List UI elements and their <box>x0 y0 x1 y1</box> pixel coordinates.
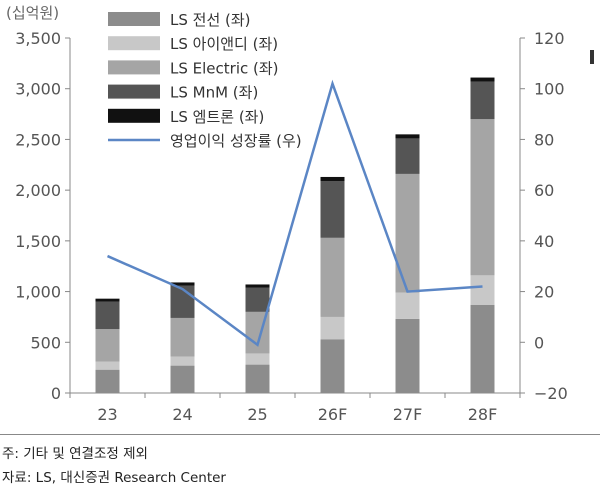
left-tick-label: 500 <box>30 333 61 352</box>
legend-swatch-5 <box>108 108 160 123</box>
bar-segment-27F-series-5 <box>395 134 420 139</box>
right-tick-label: 120 <box>534 29 565 48</box>
legend-label-3: LS Electric (좌) <box>170 59 279 77</box>
growth-line <box>106 79 483 347</box>
bar-segment-26F-series-2 <box>320 316 345 340</box>
x-tick-label: 23 <box>97 405 117 424</box>
legend-swatch-3 <box>108 60 160 75</box>
bar-segment-23-series-5 <box>95 298 120 302</box>
x-tick-label: 26F <box>318 405 348 424</box>
right-tick-label: 40 <box>534 232 554 251</box>
legend-label-4: LS MnM (좌) <box>170 84 258 102</box>
left-tick-label: 3,000 <box>15 80 61 99</box>
bar-segment-25-series-4 <box>245 287 270 312</box>
legend-label-line: 영업이익 성장률 (우) <box>170 132 302 150</box>
bar-segment-24-series-3 <box>170 317 195 357</box>
x-tick-label: 28F <box>468 405 498 424</box>
x-tick-label: 25 <box>247 405 267 424</box>
left-tick-label: 2,000 <box>15 181 61 200</box>
source-note: 자료: LS, 대신증권 Research Center <box>2 470 226 486</box>
left-tick-label: 3,500 <box>15 29 61 48</box>
bar-segment-26F-series-4 <box>320 181 345 238</box>
bar-segment-28F-series-2 <box>470 275 495 305</box>
bar-segment-27F-series-1 <box>395 318 420 393</box>
legend-swatch-4 <box>108 84 160 99</box>
legend-label-5: LS 엠트론 (좌) <box>170 108 264 126</box>
bar-segment-25-series-5 <box>245 284 270 288</box>
bar-segment-26F-series-5 <box>320 176 345 182</box>
bar-segment-24-series-1 <box>170 365 195 393</box>
left-tick-label: 2,500 <box>15 130 61 149</box>
bar-segment-25-series-2 <box>245 353 270 365</box>
right-tick-label: −20 <box>534 384 568 403</box>
bar-segment-27F-series-4 <box>395 138 420 174</box>
bar-segment-28F-series-4 <box>470 81 495 120</box>
bar-segment-24-series-4 <box>170 285 195 318</box>
bar-segment-28F-series-5 <box>470 77 495 82</box>
x-tick-label: 24 <box>172 405 192 424</box>
bar-segment-28F-series-1 <box>470 304 495 393</box>
bar-segment-26F-series-3 <box>320 237 345 317</box>
bar-segment-23-series-3 <box>95 329 120 362</box>
left-tick-label: 0 <box>51 384 61 403</box>
right-tick-label: 60 <box>534 181 554 200</box>
bar-segment-23-series-4 <box>95 301 120 330</box>
bar-segment-26F-series-1 <box>320 339 345 393</box>
bar-segment-24-series-5 <box>170 282 195 286</box>
x-tick-label: 27F <box>393 405 423 424</box>
legend-label-1: LS 전선 (좌) <box>170 11 251 29</box>
edge-mark <box>590 50 594 64</box>
growth-rate-line <box>106 79 483 347</box>
legend: LS 전선 (좌) LS 아이앤디 (좌) LS Electric (좌) LS Mn… <box>108 11 302 150</box>
footnote: 주: 기타 및 연결조정 제외 <box>2 446 148 462</box>
bars <box>95 77 495 393</box>
left-tick-label: 1,500 <box>15 232 61 251</box>
legend-label-2: LS 아이앤디 (좌) <box>170 35 278 53</box>
bar-segment-23-series-1 <box>95 369 120 393</box>
left-tick-label: 1,000 <box>15 283 61 302</box>
bar-segment-25-series-1 <box>245 364 270 393</box>
bar-segment-27F-series-3 <box>395 173 420 293</box>
bar-segment-23-series-2 <box>95 361 120 370</box>
bar-segment-24-series-2 <box>170 356 195 366</box>
right-tick-label: 20 <box>534 283 554 302</box>
right-tick-label: 0 <box>534 333 544 352</box>
axis-ticks: 0 500 1,000 1,500 2,000 2,500 3,000 3,500 −20 0 20… <box>15 29 568 424</box>
bar-segment-28F-series-3 <box>470 119 495 276</box>
legend-swatch-2 <box>108 36 160 51</box>
right-tick-label: 80 <box>534 130 554 149</box>
chart: (십억원) 0 500 1,000 1,500 2,000 2,500 3,000 3,500… <box>6 4 568 424</box>
bar-segment-27F-series-2 <box>395 292 420 319</box>
legend-swatch-1 <box>108 12 160 26</box>
left-axis-unit: (십억원) <box>6 4 59 22</box>
divider <box>0 434 600 435</box>
right-tick-label: 100 <box>534 80 565 99</box>
